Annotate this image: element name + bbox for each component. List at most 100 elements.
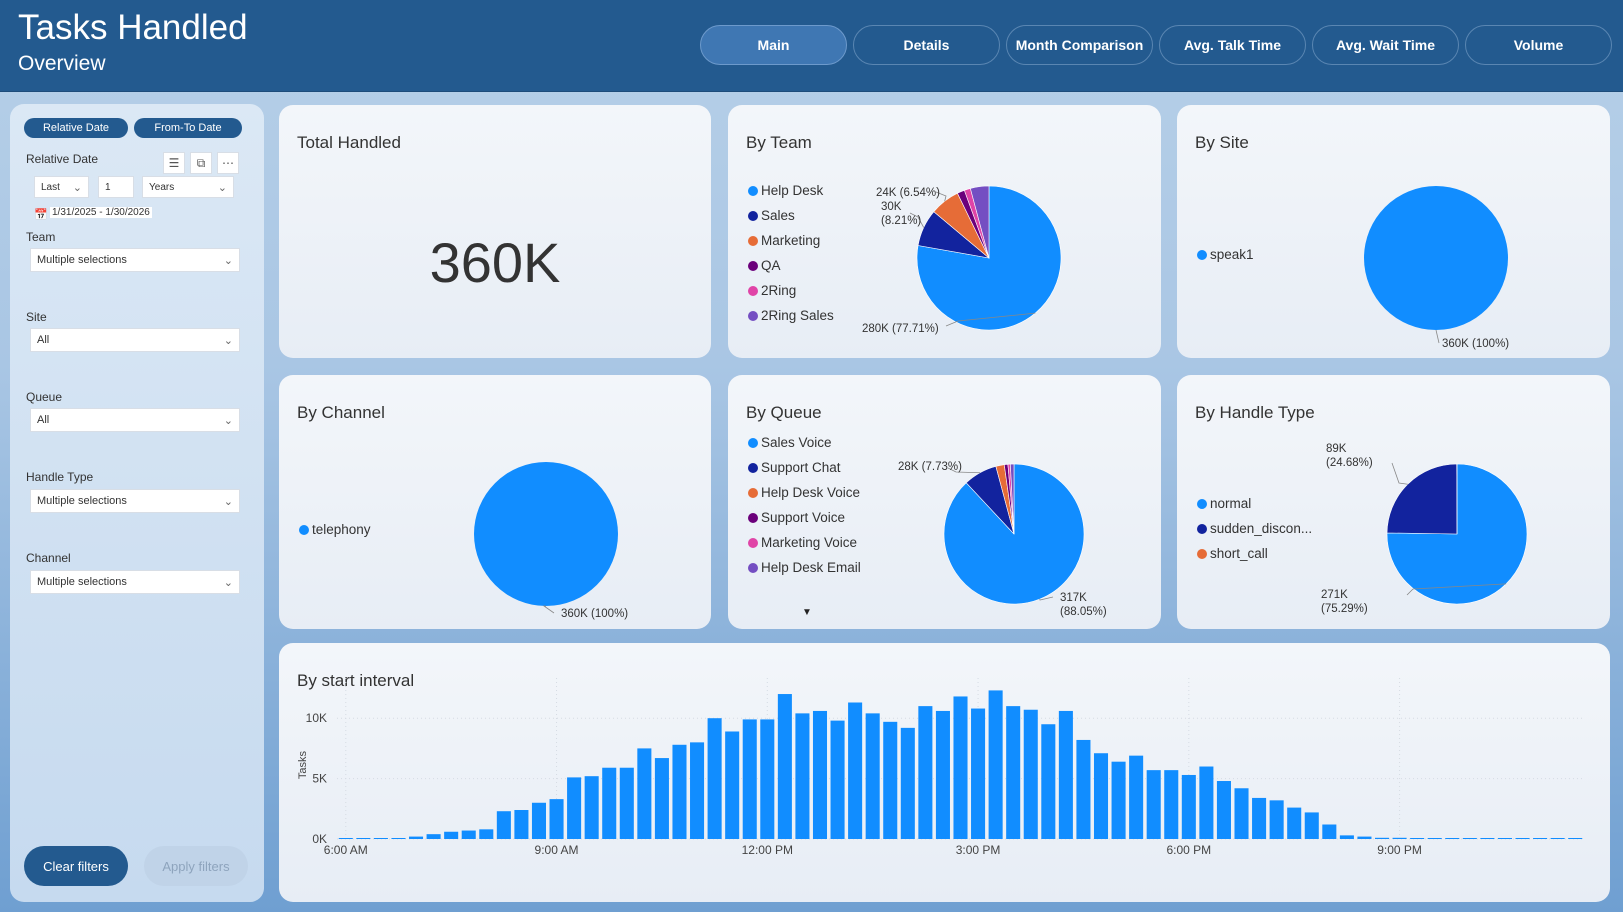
interval-bar[interactable] xyxy=(619,767,634,839)
interval-bar[interactable] xyxy=(1181,774,1196,839)
nav-main-button[interactable]: Main xyxy=(700,25,847,65)
queue-dropdown[interactable]: All ⌄ xyxy=(30,408,240,432)
interval-bar[interactable] xyxy=(1164,770,1179,839)
interval-bar[interactable] xyxy=(373,838,388,839)
interval-bar[interactable] xyxy=(1568,838,1583,839)
interval-bar[interactable] xyxy=(1462,838,1477,839)
from-to-date-tab[interactable]: From-To Date xyxy=(134,118,242,138)
interval-bar[interactable] xyxy=(971,708,986,839)
pie-slice-2ring-sales[interactable] xyxy=(969,185,990,259)
interval-bar[interactable] xyxy=(707,718,722,839)
interval-bar[interactable] xyxy=(1322,824,1337,839)
interval-bar[interactable] xyxy=(777,694,792,839)
legend-item-help-desk-email[interactable]: Help Desk Email xyxy=(748,560,861,575)
interval-bar[interactable] xyxy=(760,719,775,839)
interval-bar[interactable] xyxy=(1533,838,1548,839)
channel-dropdown[interactable]: Multiple selections ⌄ xyxy=(30,570,240,594)
interval-bar[interactable] xyxy=(654,758,669,839)
clear-filters-button[interactable]: Clear filters xyxy=(24,846,128,886)
nav-month-comparison-button[interactable]: Month Comparison xyxy=(1006,25,1153,65)
legend-item-normal[interactable]: normal xyxy=(1197,496,1251,511)
focus-mode-icon[interactable]: ⧉ xyxy=(190,152,212,174)
interval-bar[interactable] xyxy=(1392,837,1407,839)
interval-bar[interactable] xyxy=(1550,838,1565,839)
interval-bar[interactable] xyxy=(1497,838,1512,839)
legend-item-support-chat[interactable]: Support Chat xyxy=(748,460,841,475)
interval-bar[interactable] xyxy=(1129,755,1144,839)
interval-bar[interactable] xyxy=(1445,838,1460,839)
legend-item-sudden-discon[interactable]: sudden_discon... xyxy=(1197,521,1312,536)
interval-bar[interactable] xyxy=(988,690,1003,839)
interval-bar[interactable] xyxy=(602,767,617,839)
legend-scroll-down-icon[interactable]: ▼ xyxy=(802,607,812,618)
team-dropdown[interactable]: Multiple selections ⌄ xyxy=(30,248,240,272)
interval-bar[interactable] xyxy=(409,836,424,839)
relative-date-tab[interactable]: Relative Date xyxy=(24,118,128,138)
legend-item-help-desk-voice[interactable]: Help Desk Voice xyxy=(748,485,860,500)
legend-item-support-voice[interactable]: Support Voice xyxy=(748,510,845,525)
interval-bar[interactable] xyxy=(795,713,810,839)
legend-item-2ring[interactable]: 2Ring xyxy=(748,283,796,298)
legend-item-marketing[interactable]: Marketing xyxy=(748,233,820,248)
interval-bar[interactable] xyxy=(1252,797,1267,839)
interval-bar[interactable] xyxy=(1023,709,1038,839)
interval-bar[interactable] xyxy=(918,706,933,839)
interval-bar[interactable] xyxy=(461,830,476,839)
nav-avg-talk-time-button[interactable]: Avg. Talk Time xyxy=(1159,25,1306,65)
interval-bar[interactable] xyxy=(1146,770,1161,839)
interval-bar[interactable] xyxy=(900,727,915,839)
interval-bar[interactable] xyxy=(1111,761,1126,839)
handle-type-dropdown[interactable]: Multiple selections ⌄ xyxy=(30,489,240,513)
interval-bar[interactable] xyxy=(1515,838,1530,839)
relative-count-input[interactable]: 1 xyxy=(98,176,134,198)
nav-volume-button[interactable]: Volume xyxy=(1465,25,1612,65)
interval-bar[interactable] xyxy=(338,838,353,839)
interval-bar[interactable] xyxy=(830,720,845,839)
interval-bar[interactable] xyxy=(1427,838,1442,839)
legend-item-short-call[interactable]: short_call xyxy=(1197,546,1268,561)
relative-unit-select[interactable]: Years ⌄ xyxy=(142,176,234,198)
interval-bar[interactable] xyxy=(725,731,740,839)
interval-bar[interactable] xyxy=(567,777,582,839)
interval-bar[interactable] xyxy=(1374,837,1390,839)
interval-bar[interactable] xyxy=(1093,753,1109,839)
interval-bar[interactable] xyxy=(883,721,898,839)
interval-bar[interactable] xyxy=(584,776,599,839)
interval-bar[interactable] xyxy=(1480,838,1495,839)
relative-period-select[interactable]: Last ⌄ xyxy=(34,176,89,198)
interval-bar[interactable] xyxy=(1410,838,1425,839)
interval-bar[interactable] xyxy=(1234,788,1249,839)
legend-item-marketing-voice[interactable]: Marketing Voice xyxy=(748,535,857,550)
legend-item-speak1[interactable]: speak1 xyxy=(1197,247,1254,262)
interval-bar[interactable] xyxy=(1304,812,1319,839)
interval-bar[interactable] xyxy=(848,702,863,839)
interval-bar[interactable] xyxy=(1058,710,1073,839)
legend-item-sales[interactable]: Sales xyxy=(748,208,795,223)
apply-filters-button[interactable]: Apply filters xyxy=(144,846,248,886)
pie-slice-speak1[interactable] xyxy=(1364,186,1508,330)
interval-bar[interactable] xyxy=(812,710,828,839)
interval-bar[interactable] xyxy=(742,719,757,839)
legend-item-qa[interactable]: QA xyxy=(748,258,781,273)
interval-bar[interactable] xyxy=(672,744,687,839)
nav-details-button[interactable]: Details xyxy=(853,25,1000,65)
interval-bar[interactable] xyxy=(953,696,968,839)
legend-item-2ring-sales[interactable]: 2Ring Sales xyxy=(748,308,834,323)
nav-avg-wait-time-button[interactable]: Avg. Wait Time xyxy=(1312,25,1459,65)
interval-bar[interactable] xyxy=(514,810,529,839)
interval-bar[interactable] xyxy=(549,799,564,839)
pie-slice-sudden-discon[interactable] xyxy=(1386,463,1458,535)
interval-bar[interactable] xyxy=(1287,807,1302,839)
interval-bar[interactable] xyxy=(496,811,511,839)
interval-bar[interactable] xyxy=(690,742,705,839)
interval-bar[interactable] xyxy=(1269,800,1284,839)
pie-slice-help-desk-email[interactable] xyxy=(1010,463,1015,535)
site-dropdown[interactable]: All ⌄ xyxy=(30,328,240,352)
interval-bar[interactable] xyxy=(865,713,880,839)
legend-item-help-desk[interactable]: Help Desk xyxy=(748,183,823,198)
interval-bar[interactable] xyxy=(1076,739,1091,839)
interval-bar[interactable] xyxy=(356,838,371,839)
interval-bar[interactable] xyxy=(637,748,652,839)
interval-bar[interactable] xyxy=(391,838,406,839)
legend-item-sales-voice[interactable]: Sales Voice xyxy=(748,435,832,450)
